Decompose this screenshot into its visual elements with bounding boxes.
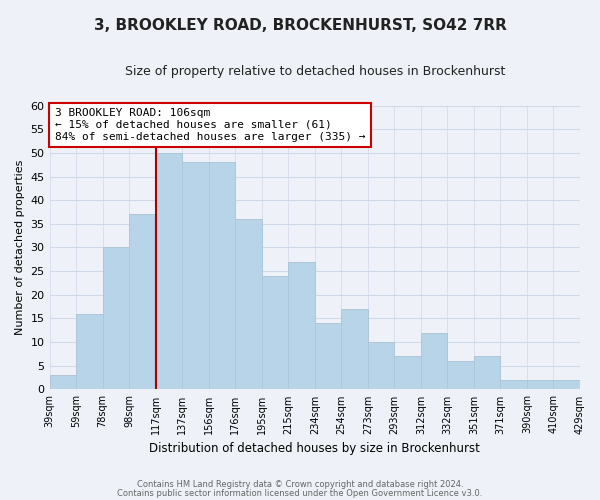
Bar (50, 375, 76, 390)
Text: 3, BROOKLEY ROAD, BROCKENHURST, SO42 7RR: 3, BROOKLEY ROAD, BROCKENHURST, SO42 7RR (94, 18, 506, 32)
Bar (448, 361, 474, 390)
Bar (76, 314, 103, 390)
Text: 3 BROOKLEY ROAD: 106sqm
← 15% of detached houses are smaller (61)
84% of semi-de: 3 BROOKLEY ROAD: 106sqm ← 15% of detache… (55, 108, 365, 142)
Bar (527, 380, 553, 390)
Bar (103, 248, 129, 390)
Bar (235, 219, 262, 390)
Bar (553, 380, 580, 390)
Bar (155, 153, 182, 390)
Bar (209, 162, 235, 390)
X-axis label: Distribution of detached houses by size in Brockenhurst: Distribution of detached houses by size … (149, 442, 480, 455)
Bar (368, 342, 394, 390)
Bar (421, 332, 448, 390)
Bar (500, 380, 527, 390)
Bar (315, 323, 341, 390)
Y-axis label: Number of detached properties: Number of detached properties (15, 160, 25, 335)
Bar (288, 262, 315, 390)
Bar (262, 276, 288, 390)
Bar (474, 356, 500, 390)
Bar (129, 214, 155, 390)
Title: Size of property relative to detached houses in Brockenhurst: Size of property relative to detached ho… (125, 65, 505, 78)
Text: Contains HM Land Registry data © Crown copyright and database right 2024.: Contains HM Land Registry data © Crown c… (137, 480, 463, 489)
Bar (182, 162, 209, 390)
Bar (394, 356, 421, 390)
Text: Contains public sector information licensed under the Open Government Licence v3: Contains public sector information licen… (118, 488, 482, 498)
Bar (341, 309, 368, 390)
